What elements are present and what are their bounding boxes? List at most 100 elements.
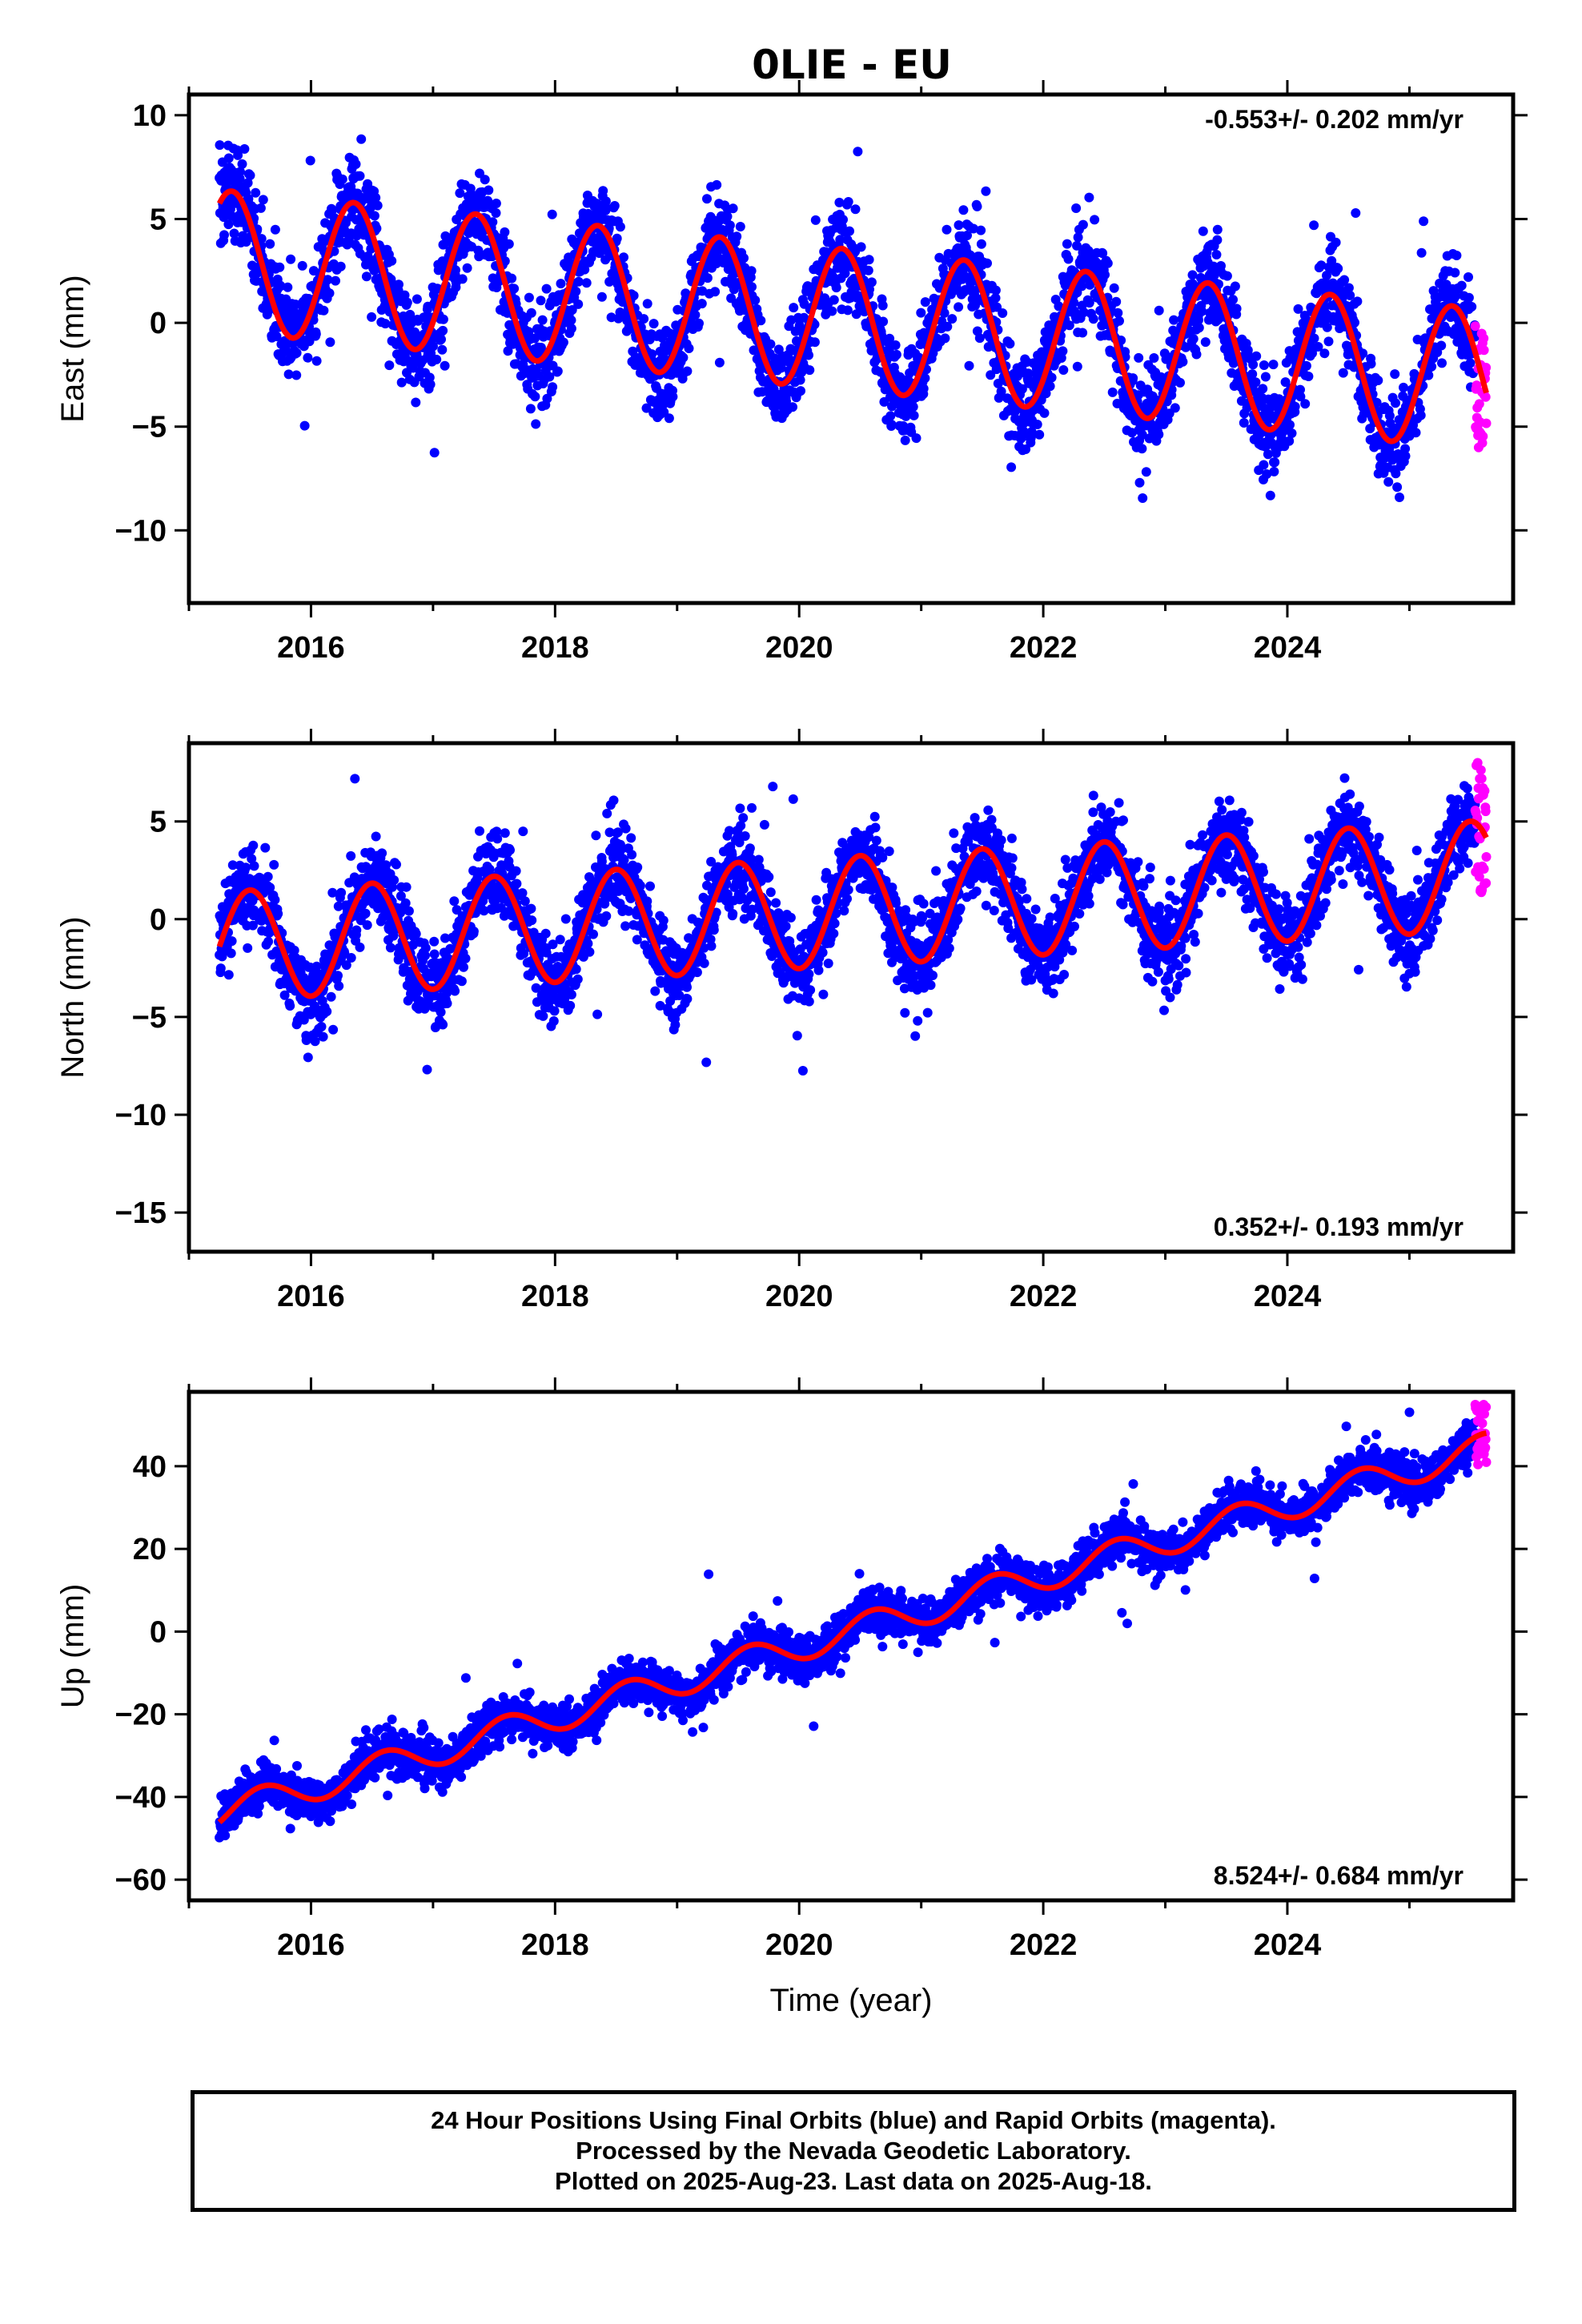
final-point [1228,295,1238,305]
final-point [620,921,631,931]
final-point [235,174,245,183]
final-point [1464,272,1473,282]
final-point [1231,304,1242,314]
final-point [682,994,693,1004]
final-point [1467,302,1477,312]
final-point [436,1007,446,1017]
final-point [438,325,448,336]
final-point [439,239,449,250]
final-point [527,915,537,926]
final-point [456,976,467,987]
final-point [947,314,958,324]
final-point [511,866,521,876]
final-point [827,306,837,316]
final-point [1102,258,1113,268]
east-plot-area [215,134,1492,503]
final-point [1134,477,1145,488]
final-point [525,404,536,414]
final-point [606,312,616,323]
final-point [747,282,757,292]
final-point [324,288,335,299]
final-point [954,220,964,231]
final-point [531,419,541,429]
final-point [609,201,620,211]
final-point [460,953,471,963]
final-point [728,203,738,214]
final-point [1191,349,1202,360]
final-point [620,823,631,834]
rapid-point [1481,418,1492,428]
final-point [239,144,250,154]
final-point [829,295,839,305]
final-point [475,826,484,836]
final-point [538,1011,548,1021]
final-point [1188,334,1199,344]
final-point [459,962,468,972]
north-final-points [215,773,1480,1076]
final-point [346,850,356,861]
final-point [968,223,978,234]
final-point [641,403,652,413]
final-point [831,283,841,293]
final-point [843,197,853,207]
final-point [520,896,530,907]
final-point [509,283,520,294]
y-tick-label: 10 [133,99,167,133]
final-point [664,413,674,424]
east-rate-annotation: -0.553+/- 0.202 mm/yr [1205,105,1464,134]
final-point [1437,358,1447,368]
final-point [1285,420,1295,430]
final-point [325,337,335,348]
final-point [500,256,510,266]
final-point [1427,361,1437,372]
final-point [939,308,950,318]
final-point [318,1031,328,1042]
final-point [657,332,668,343]
final-point [1339,275,1350,285]
final-point [964,360,974,371]
final-point [976,239,986,249]
final-point [480,175,490,185]
final-point [297,260,307,271]
final-point [235,167,245,177]
final-point [1395,493,1404,502]
final-point [600,196,611,207]
final-point [1309,333,1319,344]
final-point [387,255,397,266]
final-point [746,266,757,276]
final-point [900,435,910,445]
final-point [265,239,275,249]
final-point [455,188,465,199]
final-point [1175,377,1185,388]
north-plot-area [215,758,1492,1076]
final-point [411,397,421,408]
final-point [809,337,820,348]
y-tick-label: −10 [115,514,167,548]
final-point [333,971,343,981]
final-point [976,225,986,235]
final-point [627,850,637,860]
final-point [360,908,371,919]
x-tick-label: 2022 [1010,631,1078,665]
final-point [1134,352,1144,363]
final-point [1113,308,1123,318]
final-point [682,366,693,376]
final-point [517,888,528,899]
final-point [626,833,636,843]
final-point [337,174,347,184]
final-point [838,215,848,225]
final-point [612,233,622,243]
final-point [361,271,371,282]
east-y-axis-label: East (mm) [55,275,90,422]
final-point [608,795,619,806]
final-point [438,1019,448,1030]
final-point [1107,387,1118,397]
final-point [420,943,431,953]
final-point [699,958,709,968]
final-point [311,329,321,340]
final-point [1456,280,1467,291]
final-point [475,168,484,179]
final-point [530,392,540,402]
final-point [380,319,391,329]
final-point [1045,381,1055,392]
